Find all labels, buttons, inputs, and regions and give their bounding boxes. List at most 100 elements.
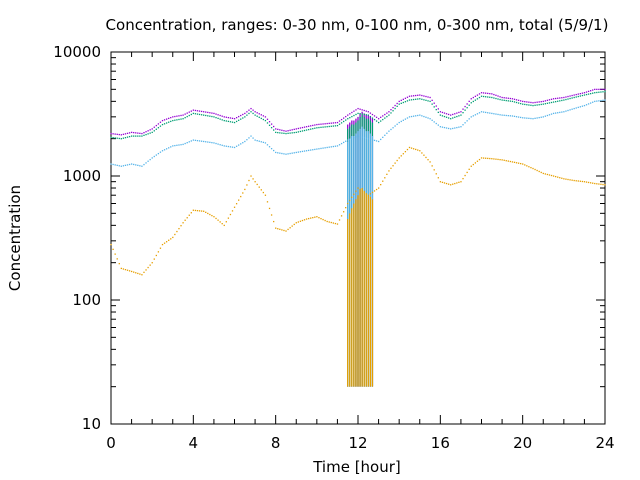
series-point [447, 113, 450, 116]
series-point [338, 144, 341, 146]
series-point [470, 116, 472, 118]
series-point [450, 184, 452, 186]
series-point [126, 164, 129, 166]
series-point [557, 97, 559, 99]
series-point [507, 100, 509, 102]
series-point [178, 118, 180, 121]
series-point [238, 144, 240, 146]
series-point [174, 115, 176, 118]
series-point [400, 102, 402, 104]
series-point [377, 187, 380, 189]
series-point [184, 142, 186, 145]
series-point [487, 92, 489, 95]
series-point [437, 124, 439, 126]
series-point [324, 123, 326, 125]
series-point [182, 143, 184, 146]
series-point [182, 222, 184, 224]
series-point [517, 116, 520, 118]
series-point [219, 144, 221, 146]
series-point [334, 122, 337, 124]
series-point [427, 96, 429, 98]
series-point [604, 99, 606, 101]
series-point [326, 122, 328, 125]
series-point [145, 131, 147, 133]
series-point [291, 132, 293, 134]
series-point [205, 111, 207, 113]
series-point [116, 137, 118, 139]
series-point [511, 100, 514, 103]
series-point [375, 120, 378, 122]
series-point [334, 145, 337, 147]
series-point [386, 112, 388, 114]
series-point [480, 157, 483, 159]
series-point [577, 95, 579, 98]
series-point [417, 149, 419, 151]
series-point [264, 116, 267, 118]
series-point [330, 122, 332, 124]
series-point [544, 173, 547, 175]
series-point [460, 126, 462, 128]
series-point [470, 165, 472, 167]
series-point [402, 119, 404, 121]
series-point [408, 146, 411, 149]
series-point [351, 137, 353, 140]
series-point [478, 93, 481, 95]
series-point [281, 129, 283, 131]
series-point [485, 96, 487, 98]
series-point [388, 114, 390, 116]
series-point [388, 170, 390, 172]
series-point [398, 157, 400, 159]
series-point [520, 162, 522, 165]
series-point [176, 230, 178, 233]
series-point [112, 133, 114, 135]
series-point [250, 107, 252, 110]
series-point [184, 113, 186, 115]
series-point [579, 180, 581, 182]
series-point [340, 215, 343, 217]
series-point [390, 109, 392, 111]
series-point [336, 223, 339, 225]
series-point [318, 126, 320, 129]
series-point [501, 159, 503, 161]
series-point [157, 251, 160, 253]
series-point [326, 220, 328, 223]
series-point [421, 152, 423, 154]
series-point [526, 104, 528, 106]
series-point [388, 111, 390, 113]
series-point [133, 131, 135, 134]
series-point [223, 145, 225, 147]
series-point [447, 117, 450, 119]
series-point [213, 116, 215, 118]
series-point [359, 108, 361, 110]
series-point [168, 147, 170, 149]
series-point [427, 117, 429, 119]
series-point [153, 258, 155, 260]
series-point [460, 181, 462, 183]
series-point [124, 137, 127, 139]
series-point [406, 117, 409, 119]
series-point [266, 144, 269, 146]
series-point [470, 102, 472, 104]
series-point [308, 125, 310, 127]
series-point [406, 96, 409, 98]
series-point [598, 183, 600, 185]
series-point [380, 138, 382, 141]
series-point [116, 133, 118, 135]
series-point [233, 121, 236, 124]
series-point [336, 121, 339, 124]
series-point [135, 272, 137, 274]
series-point [159, 151, 162, 153]
series-point [137, 132, 139, 134]
series-point [114, 137, 116, 139]
series-point [429, 118, 431, 120]
series-point [221, 144, 223, 146]
series-point [143, 163, 145, 166]
series-point [396, 159, 398, 162]
series-point [128, 132, 131, 134]
series-point [283, 229, 285, 232]
series-point [124, 268, 127, 271]
series-point [200, 140, 203, 142]
series-point [297, 151, 300, 153]
series-point [544, 103, 547, 105]
series-point [513, 101, 516, 103]
